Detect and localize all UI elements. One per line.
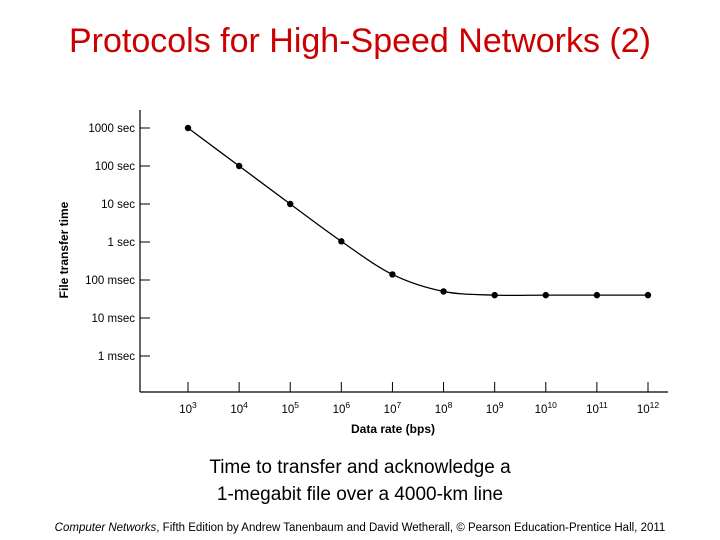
y-axis-label: File transfer time [57,201,71,298]
data-point [389,271,396,278]
x-tick-label: 104 [230,400,248,416]
x-tick-label: 105 [281,400,299,416]
data-point [287,200,294,208]
x-tick-label: 1012 [637,400,660,416]
y-tick-label: 100 sec [95,161,136,173]
data-point [235,162,243,170]
y-tick-label: 1 msec [98,351,135,363]
data-point [644,291,652,299]
y-tick-label: 100 msec [85,275,135,287]
x-tick-label: 107 [384,400,402,416]
data-point [338,238,345,245]
series-group [184,124,652,299]
data-point [593,291,601,299]
y-tick-label: 1 sec [108,237,136,249]
data-point [184,124,192,132]
y-tick-label: 1000 sec [88,123,135,135]
slide-title: Protocols for High-Speed Networks (2) [68,22,651,60]
x-tick-label: 109 [486,400,504,416]
chart-axes [139,110,668,393]
data-point [440,288,447,295]
x-tick-label: 1010 [535,400,558,416]
citation-footer: Computer Networks, Fifth Edition by Andr… [0,522,720,534]
x-tick-label: 106 [333,400,351,416]
chart-caption: Time to transfer and acknowledge a 1-meg… [0,454,720,508]
y-tick-label: 10 msec [92,313,136,325]
transfer-time-chart: 1000 sec 100 sec 10 sec 1 sec 100 msec 10 mse… [57,110,668,436]
caption-line-1: Time to transfer and acknowledge a [209,457,511,478]
x-tick-label: 103 [179,400,197,416]
x-tick-label: 108 [435,400,453,416]
x-axis-ticks: 103 104 105 106 107 108 109 1010 1011 1012 [179,382,659,416]
y-tick-label: 10 sec [101,199,135,211]
footer-credits: , Fifth Edition by Andrew Tanenbaum and … [156,522,666,534]
caption-line-2: 1-megabit file over a 4000-km line [216,484,504,505]
series-line [187,127,648,297]
y-axis-ticks: 1000 sec 100 sec 10 sec 1 sec 100 msec 10 mse… [85,123,150,363]
x-tick-label: 1011 [586,400,608,416]
x-axis-label: Data rate (bps) [351,422,435,436]
footer-book-title: Computer Networks [54,522,157,534]
data-point [491,291,498,299]
data-point [542,291,549,299]
